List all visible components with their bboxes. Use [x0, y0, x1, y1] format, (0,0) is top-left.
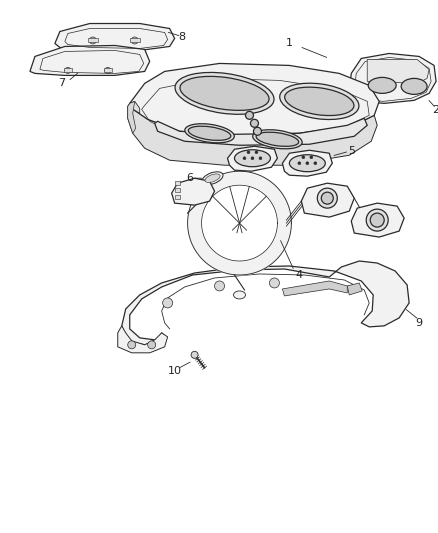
Ellipse shape: [367, 77, 395, 93]
Polygon shape: [367, 60, 428, 83]
Polygon shape: [127, 101, 135, 133]
Polygon shape: [130, 38, 139, 43]
Circle shape: [269, 278, 279, 288]
Circle shape: [369, 213, 383, 227]
Ellipse shape: [279, 83, 358, 119]
Circle shape: [250, 119, 258, 127]
Circle shape: [258, 157, 261, 160]
Polygon shape: [64, 68, 72, 72]
Polygon shape: [103, 68, 112, 72]
Text: 4: 4: [295, 270, 302, 280]
Circle shape: [247, 151, 249, 154]
Circle shape: [297, 161, 300, 165]
Text: 10: 10: [167, 366, 181, 376]
Circle shape: [105, 67, 110, 74]
Circle shape: [245, 111, 253, 119]
Text: 8: 8: [178, 33, 185, 43]
Polygon shape: [30, 45, 149, 75]
Ellipse shape: [184, 124, 234, 143]
Polygon shape: [282, 150, 332, 176]
Polygon shape: [350, 203, 403, 237]
Circle shape: [305, 161, 308, 165]
Polygon shape: [201, 185, 277, 261]
Polygon shape: [127, 103, 376, 165]
Circle shape: [301, 156, 304, 159]
Text: 2: 2: [431, 106, 438, 115]
Circle shape: [89, 37, 96, 44]
Polygon shape: [349, 53, 435, 103]
Circle shape: [317, 188, 336, 208]
Polygon shape: [174, 181, 179, 185]
Circle shape: [309, 156, 312, 159]
Polygon shape: [171, 178, 214, 205]
Ellipse shape: [233, 291, 245, 299]
Polygon shape: [174, 195, 179, 199]
Ellipse shape: [255, 132, 298, 147]
Ellipse shape: [180, 76, 268, 110]
Polygon shape: [346, 283, 361, 295]
Polygon shape: [88, 38, 98, 43]
Ellipse shape: [205, 174, 219, 182]
Polygon shape: [130, 63, 378, 135]
Circle shape: [65, 67, 71, 74]
Polygon shape: [55, 23, 174, 51]
Circle shape: [321, 192, 332, 204]
Polygon shape: [130, 101, 139, 114]
Polygon shape: [187, 171, 291, 275]
Circle shape: [313, 161, 316, 165]
Circle shape: [254, 151, 258, 154]
Ellipse shape: [234, 150, 270, 167]
Polygon shape: [282, 281, 346, 296]
Polygon shape: [121, 261, 408, 345]
Circle shape: [251, 157, 254, 160]
Text: 1: 1: [285, 38, 292, 49]
Ellipse shape: [188, 126, 230, 140]
Polygon shape: [300, 183, 353, 217]
Circle shape: [214, 281, 224, 291]
Ellipse shape: [400, 78, 426, 94]
Ellipse shape: [175, 72, 273, 114]
Text: 7: 7: [58, 78, 65, 88]
Circle shape: [365, 209, 387, 231]
Ellipse shape: [289, 155, 325, 172]
Text: 9: 9: [415, 318, 422, 328]
Circle shape: [191, 351, 198, 358]
Ellipse shape: [252, 130, 301, 149]
Circle shape: [147, 341, 155, 349]
Circle shape: [253, 127, 261, 135]
Circle shape: [243, 157, 245, 160]
Ellipse shape: [201, 172, 223, 184]
Ellipse shape: [284, 87, 353, 116]
Polygon shape: [117, 326, 167, 353]
Polygon shape: [227, 146, 277, 171]
Text: 5: 5: [347, 146, 354, 156]
Circle shape: [162, 298, 172, 308]
Text: 6: 6: [186, 173, 193, 183]
Polygon shape: [174, 188, 179, 192]
Circle shape: [131, 37, 138, 44]
Circle shape: [127, 341, 135, 349]
Polygon shape: [154, 118, 367, 146]
